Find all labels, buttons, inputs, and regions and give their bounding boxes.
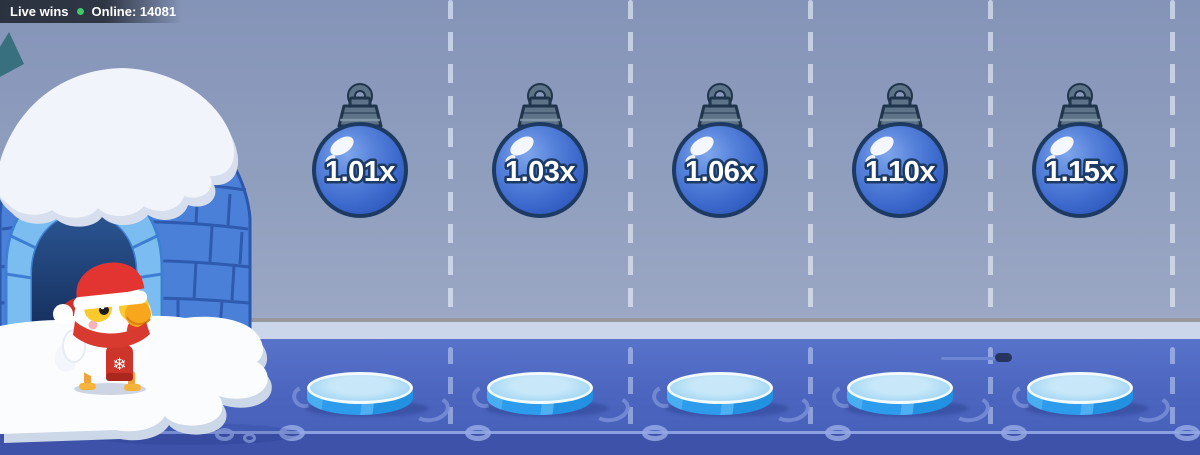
puck-top [847, 372, 953, 404]
chicken-scarf: ❄ [73, 321, 150, 381]
lane-divider [988, 347, 993, 429]
multiplier-ornament: 1.06x [672, 83, 768, 218]
lane-divider [628, 347, 633, 429]
wall-ledge-line [0, 318, 1200, 322]
snowflake-icon: ❄ [112, 355, 126, 374]
santa-hat [53, 262, 148, 324]
platform-puck [665, 372, 789, 422]
multiplier-label: 1.15x [1045, 156, 1115, 188]
platform-puck [1025, 372, 1149, 422]
online-count: Online: 14081 [91, 4, 177, 19]
ring-decoration [279, 425, 305, 441]
multiplier-label: 1.03x [505, 156, 575, 188]
road-edge-line [0, 431, 1200, 434]
lane-divider [808, 0, 813, 318]
ring-decoration [825, 425, 851, 441]
tick-dot-decoration [995, 353, 1012, 362]
ring-decoration [215, 428, 234, 441]
multiplier-label: 1.01x [325, 156, 395, 188]
lane-divider [628, 0, 633, 318]
tick-line-decoration [941, 357, 999, 360]
lane-divider [1170, 0, 1175, 318]
lane-divider [448, 0, 453, 318]
multiplier-ornament: 1.15x [1032, 83, 1128, 218]
tree-tip-icon [0, 32, 24, 77]
online-dot-icon [76, 8, 84, 15]
platform-puck [485, 372, 609, 422]
puck-top [307, 372, 413, 404]
igloo [0, 32, 252, 332]
multiplier-ornament: 1.03x [492, 83, 588, 218]
puck-top [1027, 372, 1133, 404]
puck-top [487, 372, 593, 404]
multiplier-label: 1.06x [685, 156, 755, 188]
ring-decoration [1174, 425, 1200, 441]
puck-top [667, 372, 773, 404]
lane-divider [988, 0, 993, 318]
wall-ledge-strip [0, 322, 1200, 339]
multiplier-ornament: 1.10x [852, 83, 948, 218]
ring-decoration [1001, 425, 1027, 441]
ring-decoration [465, 425, 491, 441]
platform-puck [845, 372, 969, 422]
hat-pompom [53, 304, 73, 324]
platform-puck [305, 372, 429, 422]
multiplier-ornament: 1.01x [312, 83, 408, 218]
ring-decoration [642, 425, 668, 441]
multiplier-label: 1.10x [865, 156, 935, 188]
live-wins-bar[interactable]: Live wins Online: 14081 [0, 0, 182, 23]
ring-decoration [243, 433, 256, 443]
chicken-character: ❄ [53, 262, 154, 395]
igloo-snow-cap [0, 68, 239, 227]
chicken-blush [88, 320, 98, 330]
lane-divider [1170, 347, 1175, 429]
live-wins-label: Live wins [10, 4, 69, 19]
lane-divider [448, 347, 453, 429]
lane-divider [808, 347, 813, 429]
